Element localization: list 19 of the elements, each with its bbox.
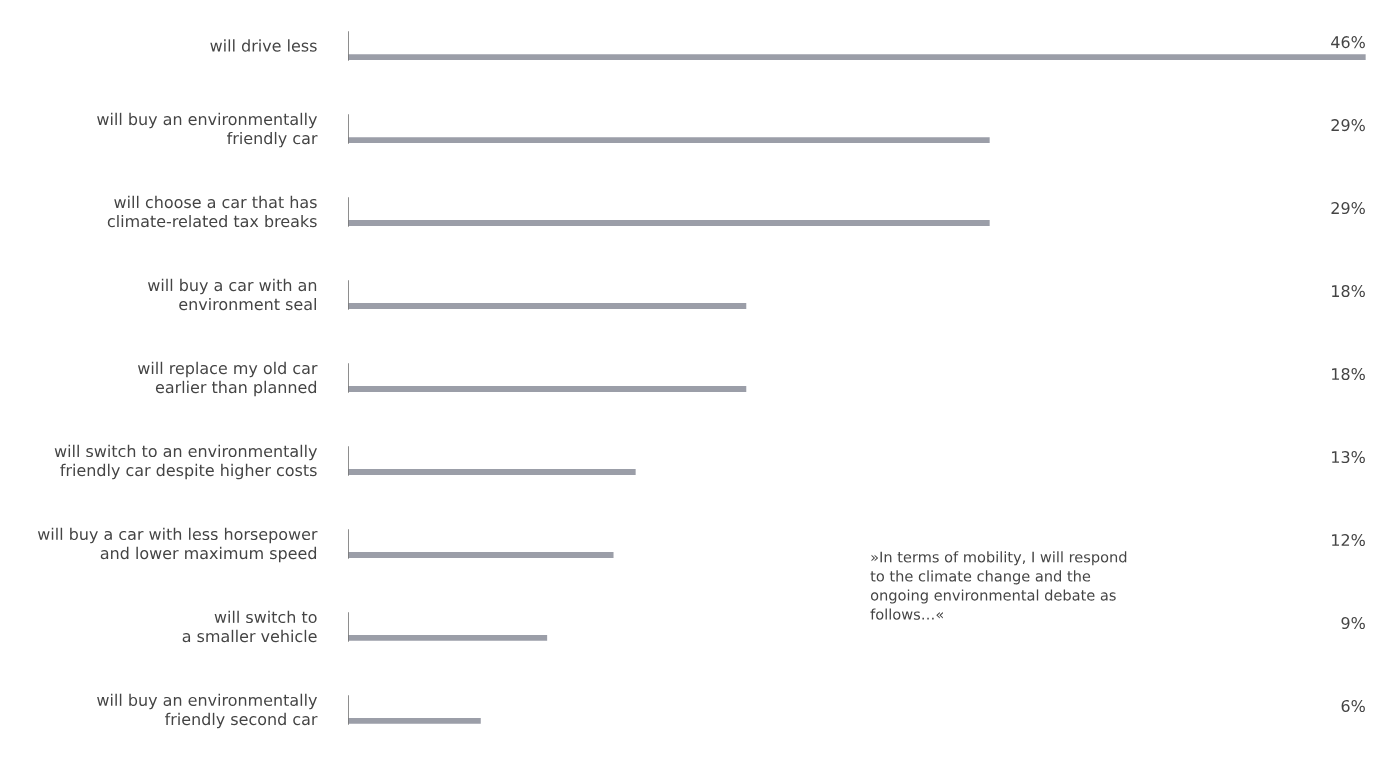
data-label: 6% — [1341, 699, 1365, 713]
data-label: 18% — [1332, 285, 1365, 298]
y-tick-label: will switch to a smaller vehicle — [182, 610, 317, 643]
y-tick-label: will drive less — [210, 39, 317, 52]
y-tick-label: will replace my old car earlier than planned — [137, 361, 318, 397]
y-tick-label: will buy a car with an environment seal — [147, 278, 317, 311]
y-tick-label: will choose a car that has climate-related tax breaks — [107, 195, 317, 228]
annotation: »In terms of mobility, I will respond to the climate change and the ongoing environmental debate as follows…« — [870, 551, 1127, 620]
y-tick-label: will buy an environmentally friendly car — [97, 112, 318, 148]
data-label: 9% — [1341, 616, 1365, 630]
y-tick-label: will buy an environmentally friendly second car — [97, 693, 318, 729]
y-tick-label: will buy a car with less horsepower and lower maximum speed — [37, 527, 318, 563]
data-label: 12% — [1332, 533, 1365, 547]
data-label: 13% — [1332, 451, 1365, 464]
data-label: 46% — [1331, 36, 1365, 49]
data-label: 18% — [1332, 368, 1365, 381]
data-label: 29% — [1331, 202, 1365, 215]
data-label: 29% — [1331, 119, 1365, 132]
y-tick-label: will switch to an environmentally friendly car despite higher costs — [54, 444, 318, 480]
